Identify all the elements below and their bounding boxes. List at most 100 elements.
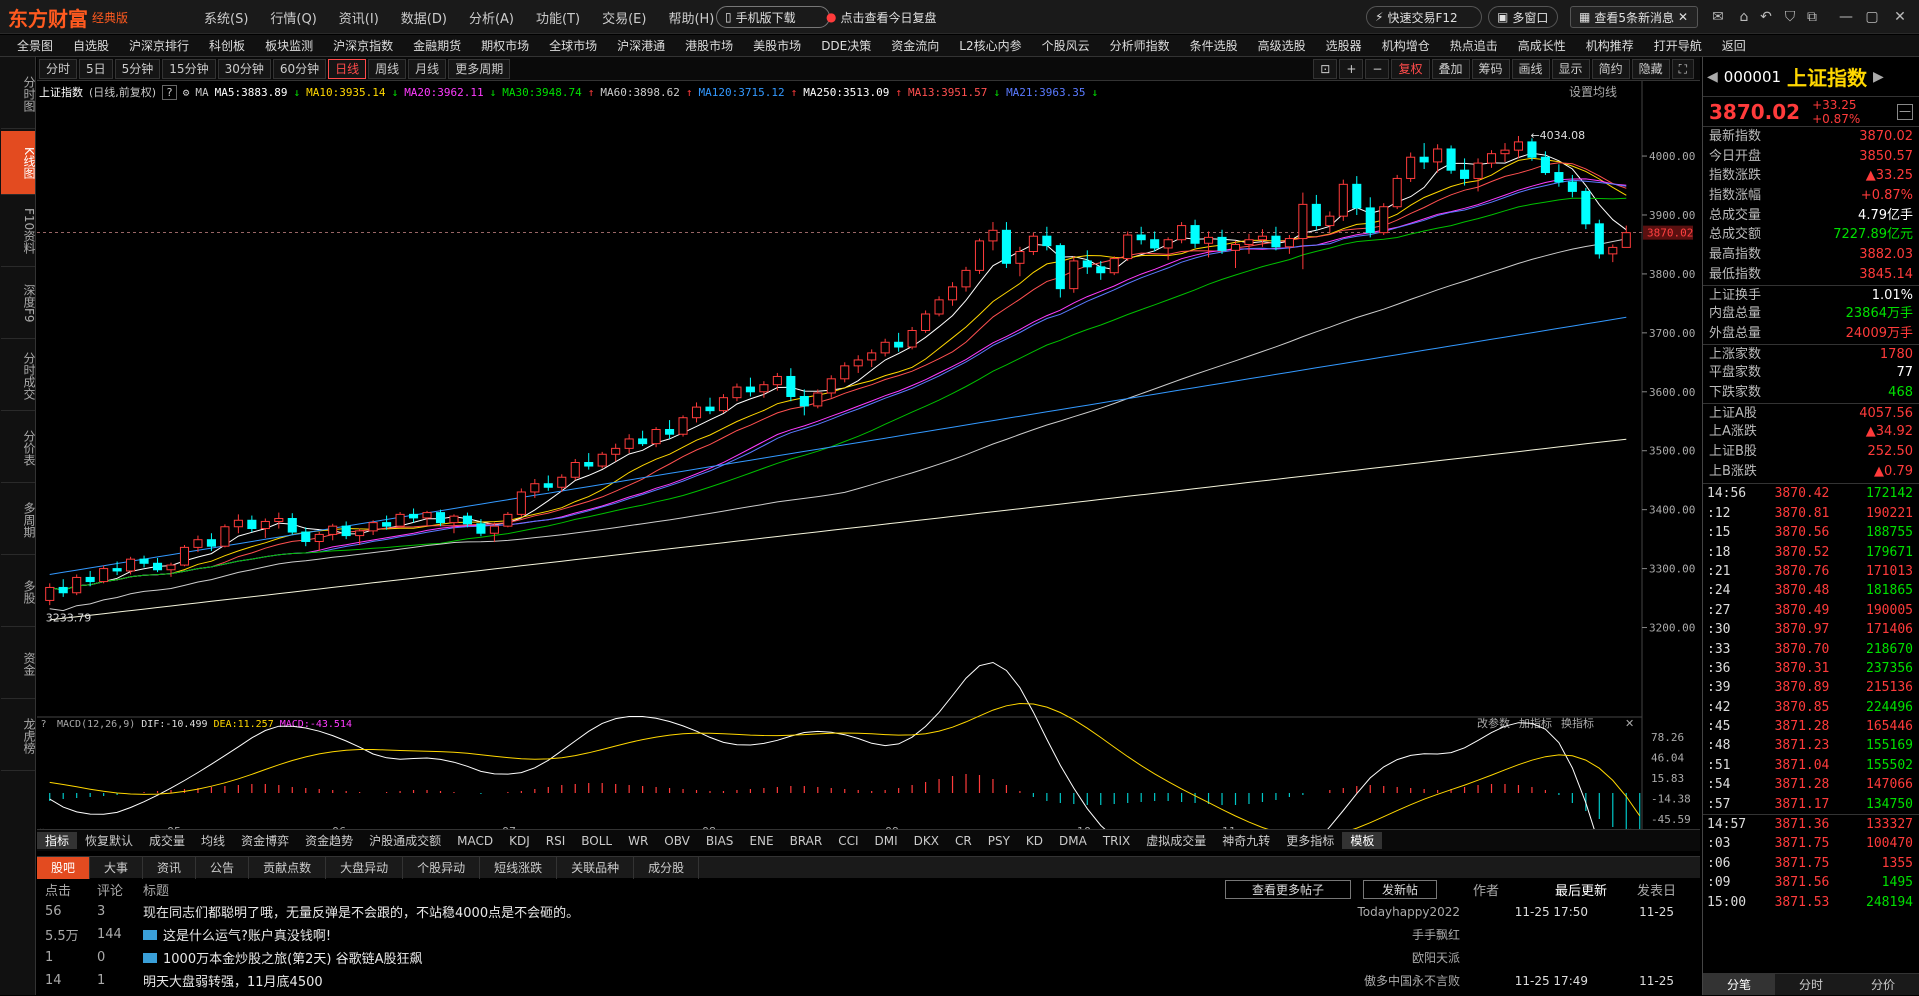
nav-item[interactable]: 高级选股 (1257, 39, 1306, 53)
nav-item[interactable]: 打开导航 (1653, 39, 1702, 53)
nav-item[interactable]: 全景图 (17, 39, 54, 53)
indicator-tab[interactable]: KD (1025, 833, 1044, 848)
menu-item[interactable]: 资讯(I) (338, 11, 379, 27)
news-tab[interactable]: 个股异动 (403, 856, 481, 879)
nav-item[interactable]: 条件选股 (1189, 39, 1238, 53)
next-arrow-icon[interactable]: ▶ (1873, 68, 1884, 85)
menu-item[interactable]: 系统(S) (204, 11, 249, 27)
period-button[interactable]: 15分钟 (162, 58, 216, 79)
nav-item[interactable]: 沪深京排行 (129, 39, 190, 53)
menu-item[interactable]: 分析(A) (468, 11, 514, 27)
left-tab[interactable]: 分时成交 (1, 341, 36, 411)
news-title[interactable]: 1000万本金炒股之旅(第2天) 谷歌链A股狂飙 (163, 952, 423, 967)
menu-item[interactable]: 行情(Q) (270, 11, 317, 27)
indicator-tab[interactable]: 均线 (201, 834, 226, 848)
news-row[interactable]: 5.5万 144 这是什么运气?账户真没钱啊! 手手飘红 (37, 923, 1700, 946)
nav-item[interactable]: 分析师指数 (1109, 39, 1170, 53)
indicator-tab[interactable]: OBV (664, 833, 690, 848)
indicator-tab[interactable]: CR (955, 833, 972, 848)
nav-item[interactable]: 返回 (1721, 39, 1746, 53)
nav-item[interactable]: 自选股 (73, 39, 110, 53)
indicator-tab[interactable]: BIAS (705, 833, 734, 848)
indicator-tab[interactable]: ENE (749, 833, 774, 848)
nav-item[interactable]: 机构增仓 (1381, 39, 1430, 53)
period-button[interactable]: 日线 (328, 58, 367, 79)
macd-help-icon[interactable]: ? (41, 719, 46, 730)
mail-icon[interactable]: ✉ (1712, 9, 1724, 25)
news-tab[interactable]: 关联品种 (557, 856, 635, 879)
chart-tool-button[interactable]: 复权 (1391, 59, 1430, 79)
ma-settings-link[interactable]: 设置均线 (1569, 85, 1618, 99)
indicator-tab[interactable]: PSY (987, 833, 1010, 848)
news-tab[interactable]: 公告 (196, 856, 250, 879)
indicator-tab[interactable]: 模板 (1342, 832, 1383, 849)
left-tab[interactable]: 分价表 (1, 413, 36, 483)
period-button[interactable]: 月线 (408, 58, 447, 79)
left-tab[interactable]: K线图 (1, 131, 36, 195)
updated-header[interactable]: 最后更新 (1555, 883, 1608, 899)
indicator-tab[interactable]: 沪股通成交额 (369, 834, 442, 848)
news-row[interactable]: 1 0 1000万本金炒股之旅(第2天) 谷歌链A股狂飙 欧阳天派 (37, 946, 1700, 969)
window-close-icon[interactable]: ✕ (1894, 9, 1906, 25)
nav-item[interactable]: 机构推荐 (1585, 39, 1634, 53)
quote-bottom-tab[interactable]: 分价 (1870, 978, 1895, 992)
more-posts-button[interactable]: 查看更多帖子 (1225, 879, 1352, 899)
shirt-icon[interactable]: ⛉ (1784, 9, 1796, 25)
news-row[interactable]: 56 3 现在同志们都聪明了哦，无量反弹是不会跟的，不站稳4000点是不会砸的。 To… (37, 900, 1700, 923)
collapse-icon[interactable]: — (1897, 103, 1913, 120)
chart-tool-button[interactable]: 画线 (1511, 59, 1550, 79)
indicator-tab[interactable]: RSI (545, 833, 566, 848)
menu-item[interactable]: 帮助(H) (668, 11, 715, 27)
left-tab[interactable]: 龙虎榜 (1, 701, 36, 771)
news-tab[interactable]: 短线涨跌 (480, 856, 558, 879)
left-tab[interactable]: F10资料 (1, 197, 36, 267)
left-tab[interactable]: 多周期 (1, 485, 36, 555)
left-tab[interactable]: 多股 (1, 557, 36, 627)
nav-item[interactable]: DDE决策 (821, 39, 872, 53)
news-row[interactable]: 14 1 明天大盘弱转强，11月底4500 傲多中国永不言败 11-25 17:49 11… (37, 969, 1700, 992)
news-tab[interactable]: 大盘异动 (326, 856, 404, 879)
home-icon[interactable]: ⌂ (1739, 9, 1749, 25)
news-tab[interactable]: 股吧 (37, 856, 91, 879)
restore-icon[interactable]: ⧉ (1807, 9, 1817, 25)
indicator-tab[interactable]: DMI (874, 833, 898, 848)
period-button[interactable]: 5分钟 (114, 58, 161, 79)
indicator-tab[interactable]: 虚拟成交量 (1146, 834, 1207, 848)
period-button[interactable]: 30分钟 (217, 58, 271, 79)
news-title[interactable]: 明天大盘弱转强，11月底4500 (143, 975, 323, 990)
indicator-tab[interactable]: 指标 (37, 832, 78, 849)
indicator-tab[interactable]: 更多指标 (1286, 834, 1335, 848)
nav-item[interactable]: 高成长性 (1517, 39, 1566, 53)
zoom-icon[interactable]: − (1365, 59, 1390, 79)
minimize-icon[interactable]: — (1839, 9, 1853, 25)
mobile-download-button[interactable]: ▯ 手机版下载 (716, 6, 830, 28)
macd-tool-button[interactable]: 加指标 (1519, 716, 1552, 730)
period-button[interactable]: 更多周期 (448, 58, 511, 79)
quote-bottom-tab[interactable]: 分笔 (1703, 974, 1775, 995)
news-author[interactable]: 傲多中国永不言败 (1363, 974, 1460, 988)
today-review-button[interactable]: ● 点击查看今日复盘 (818, 6, 978, 28)
nav-item[interactable]: 科创板 (209, 39, 246, 53)
period-button[interactable]: 5日 (79, 58, 113, 79)
nav-item[interactable]: 沪深港通 (617, 39, 666, 53)
indicator-tab[interactable]: KDJ (509, 833, 530, 848)
nav-item[interactable]: 个股风云 (1041, 39, 1090, 53)
posted-header[interactable]: 发表日 (1637, 883, 1677, 899)
multi-window-button[interactable]: ▣ 多窗口 (1488, 6, 1558, 28)
menu-item[interactable]: 数据(D) (400, 11, 447, 27)
indicator-tab[interactable]: 成交量 (149, 834, 186, 848)
chart-tool-button[interactable]: 显示 (1551, 59, 1590, 79)
indicator-tab[interactable]: 资金博弈 (241, 834, 290, 848)
undo-icon[interactable]: ↶ (1760, 9, 1772, 25)
nav-item[interactable]: 港股市场 (685, 39, 734, 53)
nav-item[interactable]: 期权市场 (481, 39, 530, 53)
close-icon[interactable]: ✕ (1677, 10, 1689, 24)
indicator-tab[interactable]: CCI (838, 833, 859, 848)
chart-tool-button[interactable]: 隐藏 (1631, 59, 1670, 79)
author-header[interactable]: 作者 (1473, 883, 1500, 899)
period-button[interactable]: 60分钟 (272, 58, 327, 79)
indicator-tab[interactable]: MACD (457, 833, 494, 848)
nav-item[interactable]: 热点追击 (1449, 39, 1498, 53)
indicator-tab[interactable]: WR (628, 833, 649, 848)
news-title[interactable]: 现在同志们都聪明了哦，无量反弹是不会跟的，不站稳4000点是不会砸的。 (143, 906, 580, 921)
